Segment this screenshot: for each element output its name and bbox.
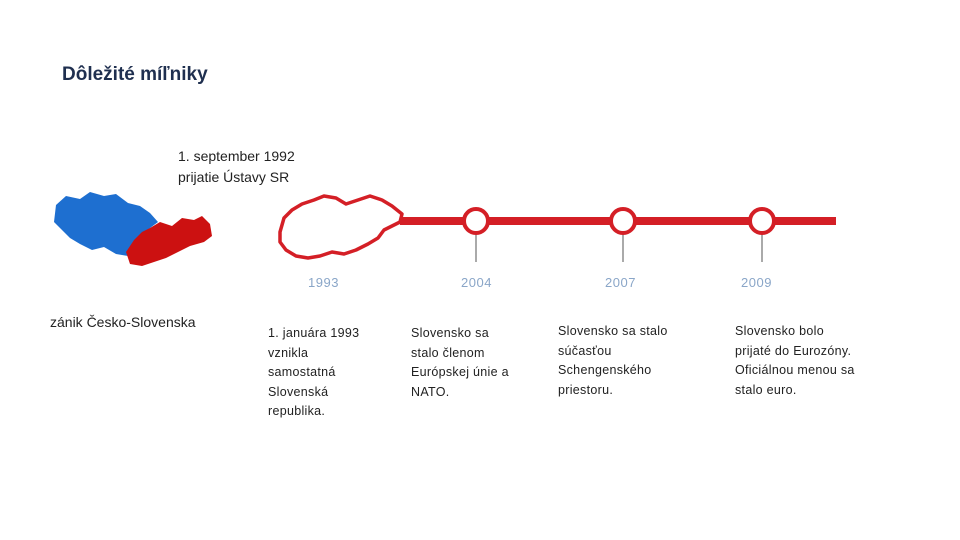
year-label-2007: 2007 xyxy=(605,275,636,290)
desc-line: priestoru. xyxy=(558,382,614,397)
milestone-desc-2009: Slovensko bolo prijaté do Eurozóny. Ofic… xyxy=(735,322,855,400)
milestone-desc-2004: Slovensko sa stalo členom Európskej únie… xyxy=(411,324,509,402)
desc-line: NATO. xyxy=(411,384,450,399)
year-label-2004: 2004 xyxy=(461,275,492,290)
desc-line: stalo euro. xyxy=(735,382,797,397)
milestone-desc-2007: Slovensko sa stalo súčasťou Schengenskéh… xyxy=(558,322,668,400)
desc-line: Európskej únie a xyxy=(411,365,509,379)
desc-line: 1. januára 1993 xyxy=(268,326,360,340)
desc-line: Oficiálnou menou sa xyxy=(735,363,855,377)
milestone-marker-2009 xyxy=(748,207,776,262)
desc-line: samostatná xyxy=(268,365,336,379)
subtitle: 1. september 1992 prijatie Ústavy SR xyxy=(178,146,295,188)
desc-line: vznikla xyxy=(268,345,309,360)
page-title: Dôležité míľniky xyxy=(62,64,208,85)
desc-line: Slovensko sa xyxy=(411,326,489,340)
desc-line: Slovensko bolo xyxy=(735,324,824,338)
czech-republic-map xyxy=(54,192,158,256)
milestone-marker-2004 xyxy=(462,207,490,262)
desc-line: Schengenského xyxy=(558,363,652,377)
desc-line: stalo členom xyxy=(411,345,485,360)
desc-line: Slovenská xyxy=(268,384,329,399)
slovakia-map-red xyxy=(126,216,212,266)
year-label-2009: 2009 xyxy=(741,275,772,290)
desc-line: Slovensko sa stalo xyxy=(558,324,668,338)
desc-line: súčasťou xyxy=(558,343,612,358)
subtitle-date: 1. september 1992 xyxy=(178,148,295,164)
slovakia-map-outline xyxy=(278,194,404,260)
milestone-marker-2007 xyxy=(609,207,637,262)
year-label-1993: 1993 xyxy=(308,275,339,290)
subtitle-event: prijatie Ústavy SR xyxy=(178,169,290,185)
desc-line: republika. xyxy=(268,404,326,418)
milestone-desc-1993: 1. januára 1993 vznikla samostatná Slove… xyxy=(268,324,359,422)
left-caption: zánik Česko-Slovenska xyxy=(50,314,196,330)
desc-line: prijaté do Eurozóny. xyxy=(735,343,852,358)
